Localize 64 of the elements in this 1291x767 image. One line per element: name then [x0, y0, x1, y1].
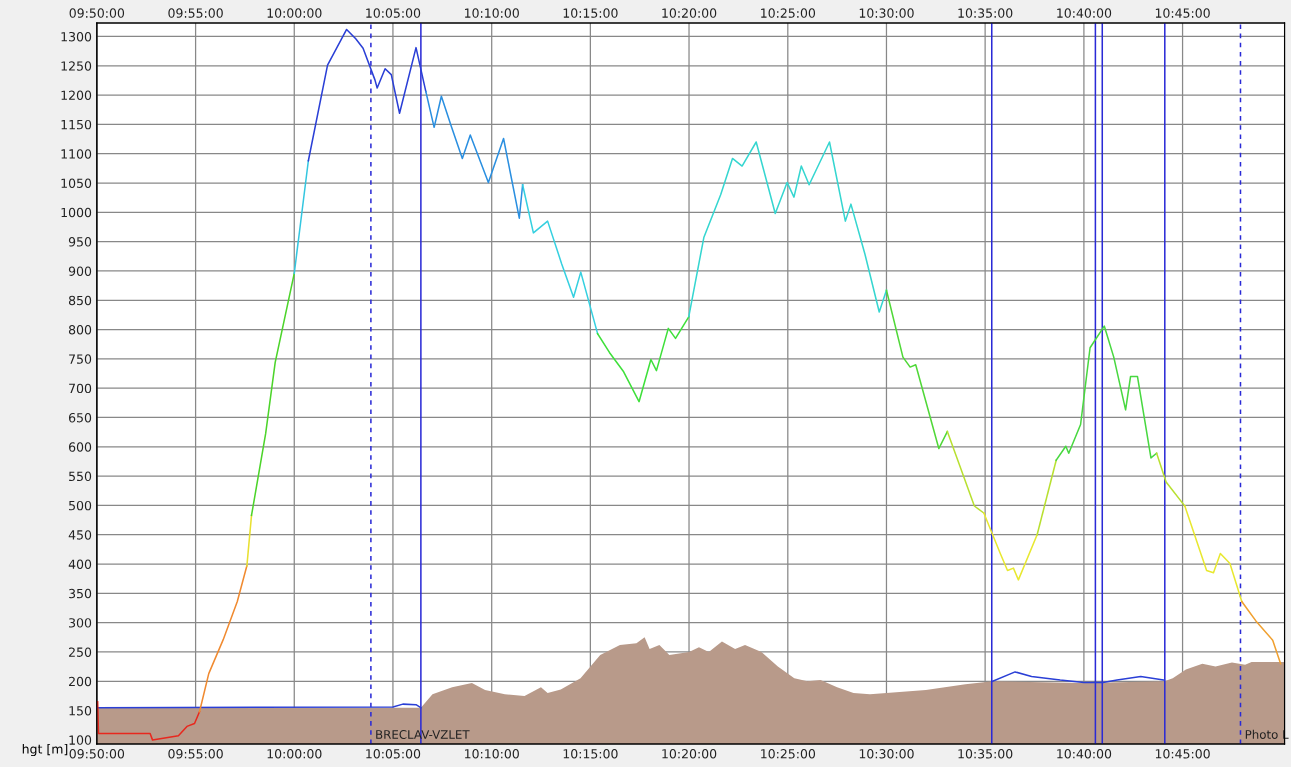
y-tick-label: 550 [69, 471, 92, 482]
x2-tick-label: 10:05:00 [366, 8, 421, 18]
x-tick-label: 10:45:00 [1155, 749, 1210, 759]
y-tick-label: 950 [68, 237, 92, 247]
y-tick-label: 350 [69, 588, 92, 599]
y-tick-label: 900 [68, 266, 92, 276]
line-series [1055, 325, 1158, 462]
x-tick-label: 10:35:00 [958, 749, 1013, 759]
line-series [1241, 600, 1282, 665]
x2-tick-label: 10:40:00 [1057, 8, 1112, 18]
line-series [198, 565, 248, 713]
y-tick-label: 200 [69, 676, 92, 687]
x-tick-label: 10:40:00 [1057, 749, 1112, 759]
y-tick-label: 850 [68, 295, 92, 306]
x-tick-label: 10:00:00 [267, 749, 322, 759]
x-tick-label: 10:05:00 [366, 749, 421, 759]
x2-tick-label: 10:10:00 [465, 8, 519, 18]
x2-tick-label: 10:30:00 [859, 8, 914, 18]
line-series [688, 141, 888, 318]
y-axis-title: hgt [m] [22, 743, 68, 757]
y-tick-label: 300 [69, 618, 92, 628]
y-tick-label: 750 [69, 354, 92, 364]
x-tick-label: 10:15:00 [563, 749, 618, 759]
line-series [425, 90, 524, 219]
y-tick-label: 700 [69, 383, 92, 394]
x-tick-label: 09:50:00 [69, 749, 125, 759]
x2-tick-label: 10:00:00 [267, 8, 322, 18]
y-tick-label: 650 [68, 412, 92, 423]
x-tick-label: 10:30:00 [859, 749, 914, 759]
y-tick-label: 1300 [61, 31, 92, 42]
x2-tick-label: 10:25:00 [761, 8, 816, 18]
x2-tick-label: 10:20:00 [662, 8, 717, 18]
x-tick-label: 10:10:00 [465, 749, 519, 759]
y-tick-label: 800 [68, 325, 92, 335]
x2-tick-label: 10:35:00 [958, 8, 1013, 18]
line-series [307, 28, 427, 162]
line-series [991, 671, 1166, 684]
y-tick-label: 450 [68, 530, 92, 540]
x2-tick-label: 10:45:00 [1155, 8, 1210, 18]
y-tick-label: 1050 [61, 178, 92, 188]
line-series [596, 315, 690, 403]
y-tick-label: 1000 [61, 207, 92, 218]
y-tick-label: 500 [69, 500, 92, 511]
y-tick-label: 1100 [61, 149, 92, 159]
x-tick-label: 10:25:00 [761, 749, 816, 759]
x-tick-label: 10:20:00 [662, 749, 717, 759]
x2-tick-label: 10:15:00 [563, 8, 618, 18]
y-tick-label: 100 [69, 735, 92, 745]
line-series [885, 289, 949, 450]
y-tick-label: 1200 [61, 90, 92, 101]
y-tick-label: 250 [69, 647, 92, 657]
y-tick-label: 1250 [61, 61, 92, 71]
line-series [1184, 505, 1243, 603]
y-tick-label: 1150 [61, 119, 92, 130]
line-series [983, 512, 1038, 581]
line-series [96, 701, 201, 741]
x-tick-label: 09:55:00 [168, 749, 223, 759]
x2-tick-label: 09:55:00 [168, 8, 223, 18]
y-tick-label: 400 [68, 559, 92, 569]
x2-tick-label: 09:50:00 [69, 8, 125, 18]
y-tick-label: 600 [68, 442, 92, 452]
line-series [250, 272, 296, 517]
y-tick-label: 150 [69, 706, 92, 716]
line-series [521, 184, 599, 335]
